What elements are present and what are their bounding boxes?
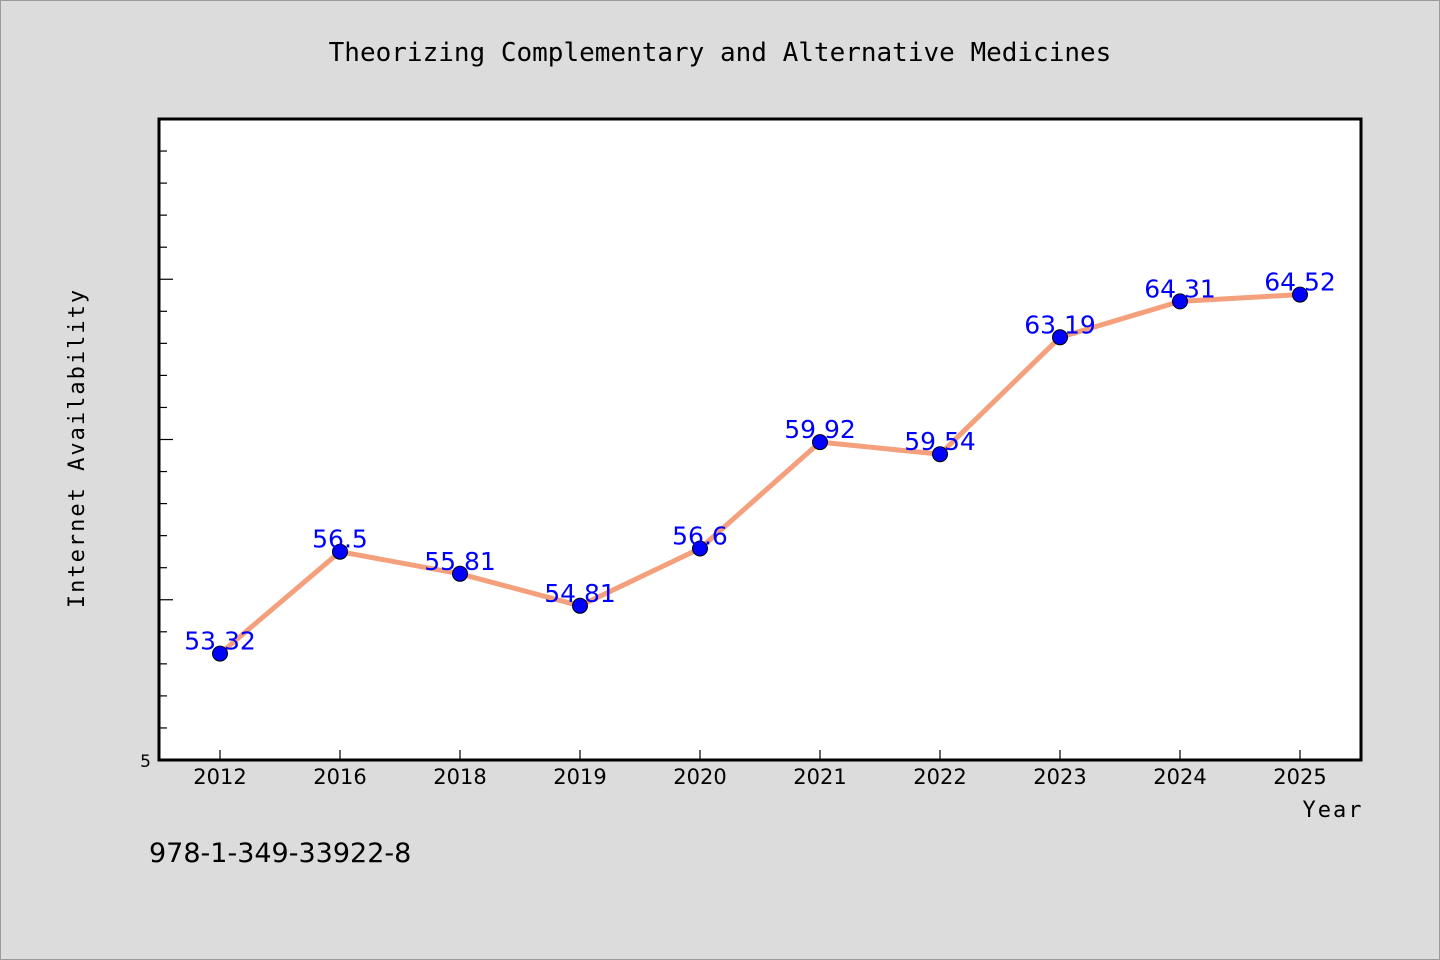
- y-axis-ticks: 5: [140, 150, 173, 772]
- data-label: 59.92: [784, 415, 856, 444]
- data-point-marker: [212, 645, 228, 662]
- x-axis-ticks: 2012 2016 2018 2019 2020 2021 2022 2023 2024 2025: [193, 750, 1327, 789]
- x-tick-label: 2012: [193, 765, 246, 789]
- data-label: 64.52: [1264, 268, 1336, 297]
- series-layer: [212, 286, 1308, 662]
- data-point-marker: [572, 597, 588, 614]
- x-tick-label: 2020: [673, 765, 726, 789]
- x-tick-label: 2019: [553, 765, 606, 789]
- x-tick-label: 2021: [793, 765, 846, 789]
- data-label: 56.5: [312, 525, 368, 554]
- data-label: 55.81: [424, 547, 496, 576]
- data-label-layer: 53.32 56.5 55.81 54.81 56.6 59.92 59.54 63.19 64…: [184, 268, 1336, 656]
- x-tick-label: 2023: [1033, 765, 1086, 789]
- data-point-marker: [1292, 286, 1308, 303]
- data-label: 64.31: [1144, 274, 1216, 303]
- data-label: 63.19: [1024, 310, 1096, 339]
- x-axis-label: Year: [1303, 798, 1364, 823]
- series-line: [217, 292, 1303, 657]
- x-tick-label: 2016: [313, 765, 366, 789]
- data-point-marker: [332, 543, 348, 560]
- x-tick-label: 2018: [433, 765, 486, 789]
- data-point-marker: [932, 446, 948, 463]
- data-label: 59.54: [904, 427, 976, 456]
- x-tick-label: 2025: [1273, 765, 1326, 789]
- x-tick-label: 2024: [1153, 765, 1206, 789]
- data-label: 56.6: [672, 522, 728, 551]
- data-label: 54.81: [544, 579, 616, 608]
- isbn-text: 978-1-349-33922-8: [149, 838, 411, 869]
- data-point-marker: [812, 434, 828, 451]
- data-point-marker: [1172, 293, 1188, 310]
- y-axis-label: Internet Availability: [65, 288, 90, 608]
- data-point-marker: [692, 540, 708, 557]
- chart-title: Theorizing Complementary and Alternative…: [329, 38, 1112, 68]
- plot-area: [157, 117, 1363, 762]
- data-point-marker: [452, 565, 468, 582]
- data-point-marker: [1052, 329, 1068, 346]
- data-label: 53.32: [184, 627, 256, 656]
- y-tick-label: 5: [140, 752, 151, 772]
- x-tick-label: 2022: [913, 765, 966, 789]
